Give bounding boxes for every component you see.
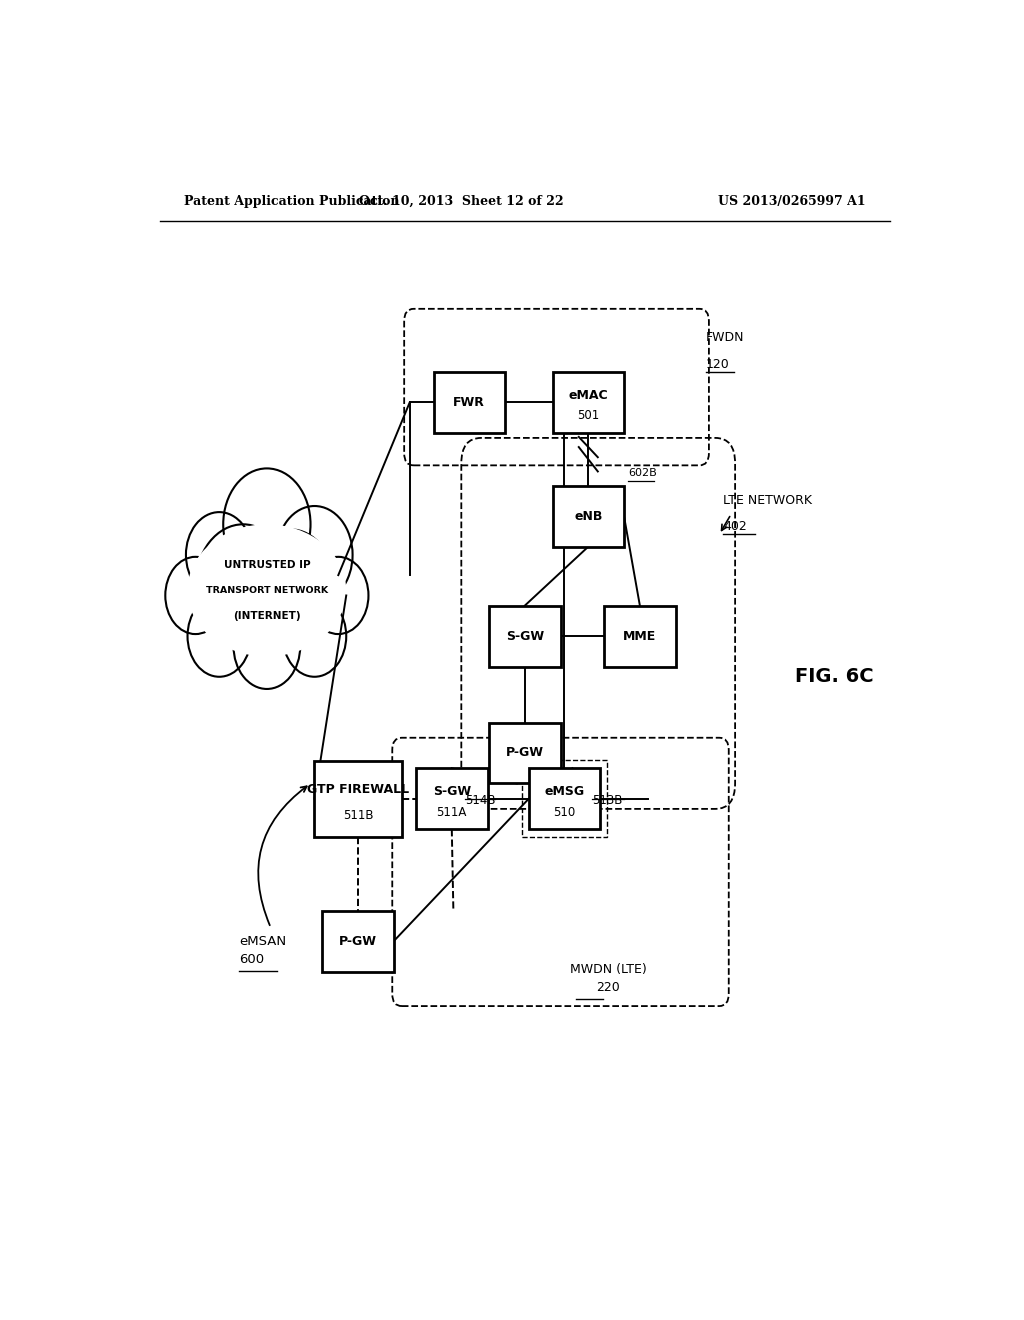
Bar: [528, 768, 600, 829]
Circle shape: [247, 529, 334, 642]
Text: 120: 120: [706, 358, 729, 371]
Text: FIG. 6C: FIG. 6C: [795, 668, 873, 686]
Bar: [553, 486, 624, 546]
Text: S-GW: S-GW: [433, 785, 471, 797]
Text: MWDN (LTE): MWDN (LTE): [569, 962, 646, 975]
Text: 510: 510: [553, 805, 575, 818]
Circle shape: [165, 557, 225, 634]
Bar: [489, 606, 560, 667]
Circle shape: [196, 524, 291, 647]
Text: Oct. 10, 2013  Sheet 12 of 22: Oct. 10, 2013 Sheet 12 of 22: [359, 194, 563, 207]
Text: eMAC: eMAC: [568, 388, 608, 401]
Text: eNB: eNB: [574, 510, 602, 523]
Text: 602B: 602B: [628, 467, 656, 478]
Text: FWDN: FWDN: [706, 331, 744, 345]
Text: 511B: 511B: [343, 809, 374, 822]
Text: 514B: 514B: [465, 793, 496, 807]
Text: FWR: FWR: [454, 396, 485, 409]
Circle shape: [186, 512, 253, 598]
Text: LTE NETWORK: LTE NETWORK: [723, 494, 812, 507]
Bar: [416, 768, 487, 829]
Text: UNTRUSTED IP: UNTRUSTED IP: [223, 560, 310, 570]
Circle shape: [223, 469, 310, 581]
Bar: [433, 372, 505, 433]
Text: GTP FIREWALL: GTP FIREWALL: [307, 783, 410, 796]
Bar: [489, 722, 560, 784]
Bar: [323, 911, 394, 972]
Circle shape: [276, 506, 352, 603]
Text: 220: 220: [596, 981, 620, 994]
Text: S-GW: S-GW: [506, 630, 544, 643]
Text: (INTERNET): (INTERNET): [233, 611, 301, 620]
Text: 402: 402: [723, 520, 746, 533]
Circle shape: [308, 557, 369, 634]
Ellipse shape: [187, 524, 346, 656]
Text: P-GW: P-GW: [339, 935, 377, 948]
Bar: [604, 606, 676, 667]
Text: P-GW: P-GW: [506, 747, 544, 759]
Text: US 2013/0265997 A1: US 2013/0265997 A1: [719, 194, 866, 207]
Circle shape: [233, 603, 300, 689]
Text: 511A: 511A: [436, 805, 467, 818]
Text: 600: 600: [240, 953, 264, 966]
Text: MME: MME: [624, 630, 656, 643]
Text: Patent Application Publication: Patent Application Publication: [183, 194, 399, 207]
Bar: [553, 372, 624, 433]
Text: TRANSPORT NETWORK: TRANSPORT NETWORK: [206, 586, 328, 595]
Text: 501: 501: [578, 409, 599, 422]
Text: 513B: 513B: [592, 793, 623, 807]
Text: eMSG: eMSG: [545, 785, 585, 797]
Text: eMSAN: eMSAN: [240, 935, 287, 948]
Circle shape: [283, 595, 346, 677]
Bar: [314, 760, 401, 837]
Circle shape: [187, 595, 251, 677]
